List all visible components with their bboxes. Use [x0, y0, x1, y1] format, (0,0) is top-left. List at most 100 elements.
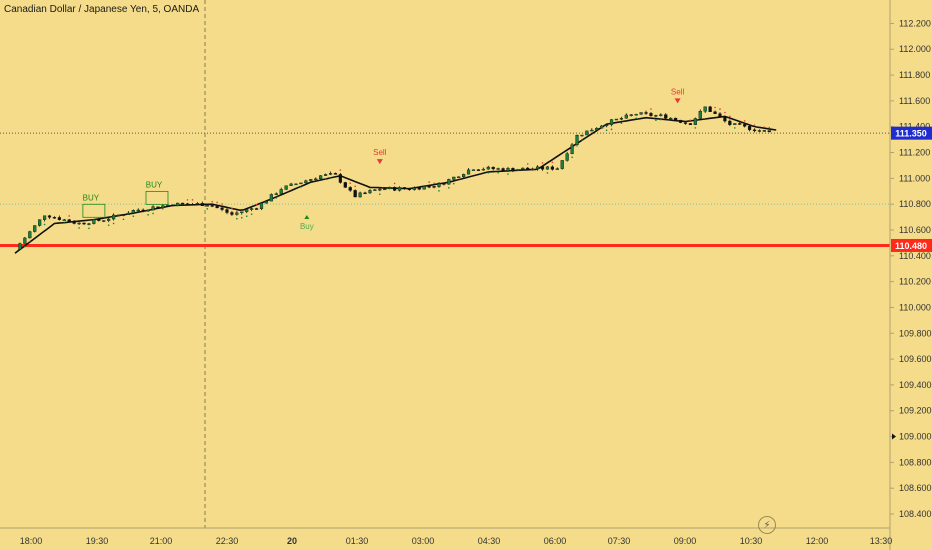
candle	[274, 192, 278, 199]
candle-body	[185, 203, 190, 205]
candle	[664, 113, 668, 121]
candle	[718, 108, 722, 118]
candle	[205, 204, 209, 210]
candle-body	[767, 130, 771, 133]
candle-body	[501, 168, 505, 171]
candle	[402, 187, 407, 190]
candle-marker	[329, 177, 332, 179]
candle-body	[688, 123, 693, 125]
candle	[166, 204, 170, 207]
candle-marker	[655, 119, 657, 122]
candle-marker	[438, 190, 440, 192]
candle	[77, 222, 81, 229]
buy-signal-label: BUY	[83, 193, 100, 202]
candle	[575, 134, 579, 147]
time-tick-label: 01:30	[346, 536, 369, 546]
chart-title: Canadian Dollar / Japanese Yen, 5, OANDA	[4, 4, 200, 15]
candle-body	[733, 123, 737, 125]
candle-body	[111, 214, 116, 220]
candle-body	[274, 193, 278, 195]
candle	[225, 207, 229, 215]
candle	[333, 172, 338, 175]
candle-body	[92, 219, 96, 224]
candle-body	[245, 209, 249, 212]
candle-body	[235, 212, 239, 215]
candle-marker	[28, 240, 31, 243]
candle	[491, 166, 495, 171]
candle-body	[683, 122, 688, 124]
candle	[511, 167, 515, 173]
candle-body	[220, 207, 224, 210]
candle-body	[87, 223, 91, 225]
candle-body	[560, 160, 564, 169]
candle-marker	[43, 223, 46, 226]
candle-body	[250, 208, 254, 210]
candle-body	[481, 168, 485, 171]
candle-body	[762, 130, 766, 132]
candle-marker	[216, 201, 218, 204]
candle	[146, 209, 150, 216]
candle-marker	[206, 208, 209, 210]
candle-body	[230, 212, 234, 215]
candle-body	[141, 209, 145, 212]
price-tick-label: 110.400	[899, 251, 931, 261]
candle-marker	[605, 129, 608, 132]
candle-marker	[581, 138, 583, 141]
candle-body	[136, 209, 140, 212]
price-tick-label: 108.800	[899, 457, 932, 467]
candle-marker	[393, 182, 396, 185]
candle-marker	[191, 199, 194, 201]
candle	[481, 167, 485, 171]
candle-body	[486, 166, 490, 170]
candle-body	[427, 186, 431, 188]
candle-body	[57, 217, 61, 220]
candle-marker	[211, 200, 213, 203]
candle-body	[516, 169, 520, 171]
candle-body	[575, 135, 579, 146]
candle-body	[718, 113, 722, 118]
candle-body	[713, 111, 717, 114]
candle	[609, 118, 614, 131]
candle-body	[205, 205, 209, 207]
lightning-icon[interactable]: ⚡	[758, 516, 776, 534]
candle	[358, 191, 362, 198]
candle-body	[72, 221, 76, 224]
price-tick-label: 110.800	[899, 199, 931, 209]
candle	[190, 199, 195, 206]
candle-body	[190, 204, 195, 206]
candle	[619, 116, 623, 124]
candle-marker	[68, 215, 71, 217]
candle-marker	[689, 119, 692, 121]
candle	[723, 111, 727, 123]
candle-body	[67, 219, 71, 222]
candle	[683, 122, 688, 125]
candle-body	[161, 205, 165, 209]
candle-body	[555, 168, 559, 170]
candle-marker	[763, 126, 766, 128]
time-tick-label: 12:00	[806, 536, 829, 546]
candle-body	[121, 214, 126, 216]
candle	[87, 222, 91, 230]
candle	[733, 123, 737, 129]
candle	[560, 160, 564, 170]
candle-body	[97, 219, 101, 221]
candle	[47, 214, 52, 220]
candle-body	[368, 190, 372, 194]
time-tick-label: 21:00	[150, 536, 173, 546]
candle-body	[570, 144, 574, 154]
candle	[427, 181, 431, 189]
candle-body	[629, 114, 633, 116]
candle	[649, 108, 653, 117]
candle	[629, 114, 633, 117]
candle	[250, 207, 254, 215]
candle-body	[323, 174, 328, 176]
candle	[447, 178, 451, 189]
candle	[294, 183, 298, 186]
candle-body	[412, 187, 416, 190]
buy-zone-box	[82, 203, 106, 218]
candle-body	[678, 119, 683, 123]
candle	[486, 165, 490, 174]
candle-marker	[650, 108, 652, 110]
